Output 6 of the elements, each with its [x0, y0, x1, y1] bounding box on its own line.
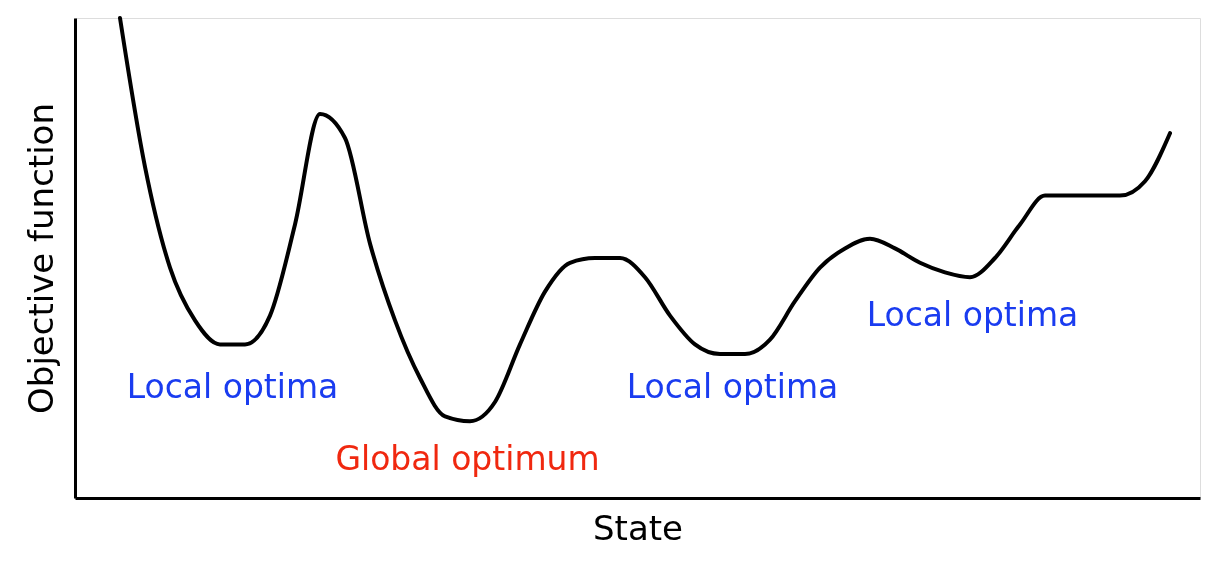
x-axis-title: State: [593, 507, 683, 548]
annotation: Local optima: [626, 366, 839, 406]
annotation: Local optima: [866, 294, 1079, 334]
y-axis-title: Objective function: [20, 103, 61, 414]
annotation: Local optima: [126, 366, 339, 406]
annotation: Global optimum: [335, 438, 600, 478]
